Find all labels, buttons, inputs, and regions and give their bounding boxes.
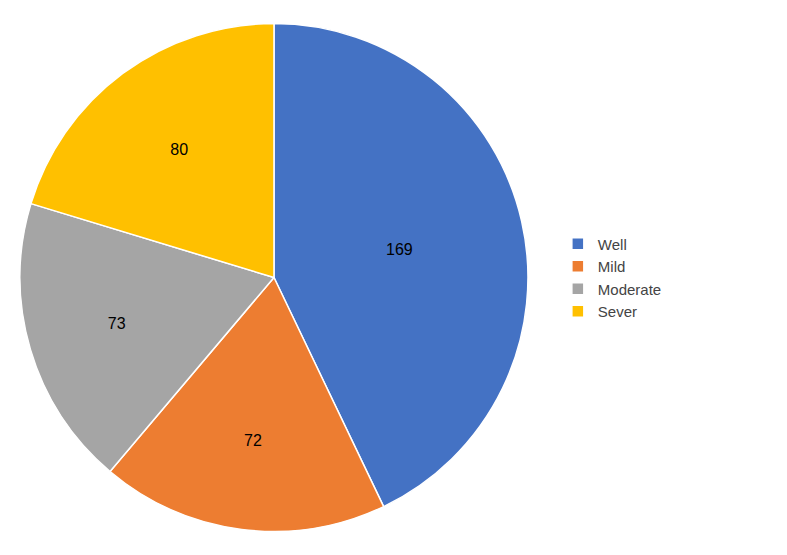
svg-text:80: 80 xyxy=(170,141,188,158)
svg-text:73: 73 xyxy=(108,315,126,332)
svg-text:Well: Well xyxy=(598,236,627,253)
svg-text:Sever: Sever xyxy=(598,303,637,320)
svg-text:72: 72 xyxy=(244,432,262,449)
svg-text:169: 169 xyxy=(386,241,413,258)
svg-text:Moderate: Moderate xyxy=(598,281,661,298)
svg-text:Mild: Mild xyxy=(598,258,626,275)
